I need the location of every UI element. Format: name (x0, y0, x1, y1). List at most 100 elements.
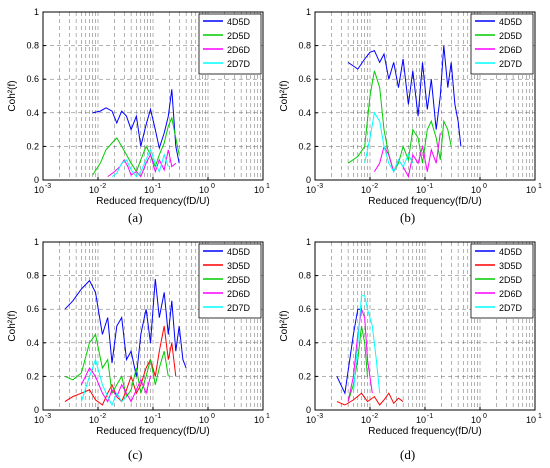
x-tick-exponent: 1 (266, 183, 270, 190)
x-tick-exponent: -3 (317, 413, 323, 420)
y-tick-label: 0.4 (26, 108, 39, 118)
legend-box (470, 13, 534, 75)
caption-d: (d) (400, 447, 416, 462)
x-tick-label: 10 (416, 185, 426, 195)
series-line-2D5D (92, 116, 180, 176)
x-tick-exponent: -3 (45, 413, 51, 420)
y-tick-label: 0.6 (298, 74, 311, 84)
x-tick-exponent: 1 (538, 413, 542, 420)
x-tick-label: 10 (306, 415, 316, 425)
legend-label-2D5D: 2D5D (499, 275, 523, 285)
x-tick-exponent: 1 (538, 183, 542, 190)
y-tick-label: 0 (34, 175, 39, 185)
y-tick-label: 0 (306, 175, 311, 185)
caption-a: (a) (128, 210, 143, 225)
y-axis-label: Coh²(f) (7, 80, 18, 111)
x-tick-label: 10 (199, 185, 209, 195)
x-tick-label: 10 (144, 415, 154, 425)
x-tick-exponent: 0 (483, 183, 487, 190)
legend-label-3D5D: 3D5D (499, 261, 523, 271)
series-line-2D5D (347, 325, 368, 402)
series-line-2D5D (64, 333, 169, 398)
series-line-2D6D (80, 367, 151, 403)
x-tick-label: 10 (361, 415, 371, 425)
x-tick-label: 10 (416, 415, 426, 425)
legend-label-2D5D: 2D5D (499, 31, 523, 41)
legend-label-2D7D: 2D7D (499, 303, 523, 313)
y-tick-label: 0.8 (298, 41, 311, 51)
x-tick-exponent: -2 (372, 183, 378, 190)
y-axis-label: Coh²(f) (279, 310, 290, 341)
legend-label-2D7D: 2D7D (499, 59, 523, 69)
y-axis-label: Coh²(f) (7, 310, 18, 341)
legend-box (198, 13, 262, 75)
x-tick-label: 10 (144, 185, 154, 195)
x-tick-label: 10 (526, 415, 536, 425)
series-line-4D5D (347, 45, 462, 147)
series-line-2D7D (80, 357, 127, 407)
x-axis-label: Reduced frequency(fD/U) (96, 196, 209, 207)
legend-label-4D5D: 4D5D (499, 247, 523, 257)
y-tick-label: 0.8 (26, 271, 39, 281)
y-tick-label: 0.8 (298, 271, 311, 281)
x-tick-exponent: -1 (155, 413, 161, 420)
x-tick-exponent: -2 (372, 413, 378, 420)
x-tick-exponent: -3 (317, 183, 323, 190)
series-line-2D7D (352, 295, 381, 394)
legend-label-2D6D: 2D6D (499, 45, 523, 55)
y-tick-label: 1 (34, 237, 39, 247)
grid (43, 12, 263, 180)
legend-box (198, 243, 262, 319)
legend-label-2D5D: 2D5D (227, 31, 251, 41)
y-tick-label: 0.8 (26, 41, 39, 51)
series-line-2D7D (111, 148, 169, 178)
y-tick-label: 0.4 (298, 108, 311, 118)
series-line-2D7D (364, 111, 414, 173)
x-axis-label: Reduced frequency(fD/U) (368, 426, 481, 437)
y-tick-label: 0 (306, 405, 311, 415)
x-axis-label: Reduced frequency(fD/U) (96, 426, 209, 437)
series-line-3D5D (336, 392, 404, 406)
caption-b: (b) (400, 210, 416, 225)
y-tick-label: 0.2 (26, 371, 39, 381)
x-tick-label: 10 (254, 415, 264, 425)
y-tick-label: 0.4 (26, 338, 39, 348)
series-line-4D5D (64, 278, 187, 377)
x-axis-label: Reduced frequency(fD/U) (368, 196, 481, 207)
y-tick-label: 0 (34, 405, 39, 415)
x-tick-exponent: 0 (211, 413, 215, 420)
caption-c: (c) (128, 447, 143, 462)
x-tick-exponent: -1 (427, 413, 433, 420)
x-tick-label: 10 (361, 185, 371, 195)
x-tick-exponent: -1 (427, 183, 433, 190)
x-tick-label: 10 (526, 185, 536, 195)
legend-label-4D5D: 4D5D (227, 247, 251, 257)
legend-label-2D7D: 2D7D (227, 303, 251, 313)
legend-label-2D6D: 2D6D (227, 45, 251, 55)
y-tick-label: 0.2 (298, 371, 311, 381)
legend-label-2D6D: 2D6D (499, 289, 523, 299)
series-line-3D5D (64, 325, 177, 406)
y-tick-label: 0.2 (26, 141, 39, 151)
legend-label-4D5D: 4D5D (227, 17, 251, 27)
legend: 4D5D 3D5D 2D5D 2D6D 2D7D (198, 243, 262, 319)
x-tick-label: 10 (89, 415, 99, 425)
legend-label-3D5D: 3D5D (227, 261, 251, 271)
x-tick-label: 10 (254, 185, 264, 195)
series-line-4D5D (336, 308, 362, 395)
legend: 4D5D 2D5D 2D6D 2D7D (198, 13, 262, 75)
x-tick-exponent: -2 (100, 183, 106, 190)
legend-label-2D7D: 2D7D (227, 59, 251, 69)
x-tick-exponent: 0 (211, 183, 215, 190)
y-tick-label: 1 (34, 7, 39, 17)
x-tick-exponent: 0 (483, 413, 487, 420)
x-tick-label: 10 (471, 185, 481, 195)
x-tick-exponent: -2 (100, 413, 106, 420)
x-tick-exponent: -1 (155, 183, 161, 190)
x-tick-label: 10 (34, 415, 44, 425)
